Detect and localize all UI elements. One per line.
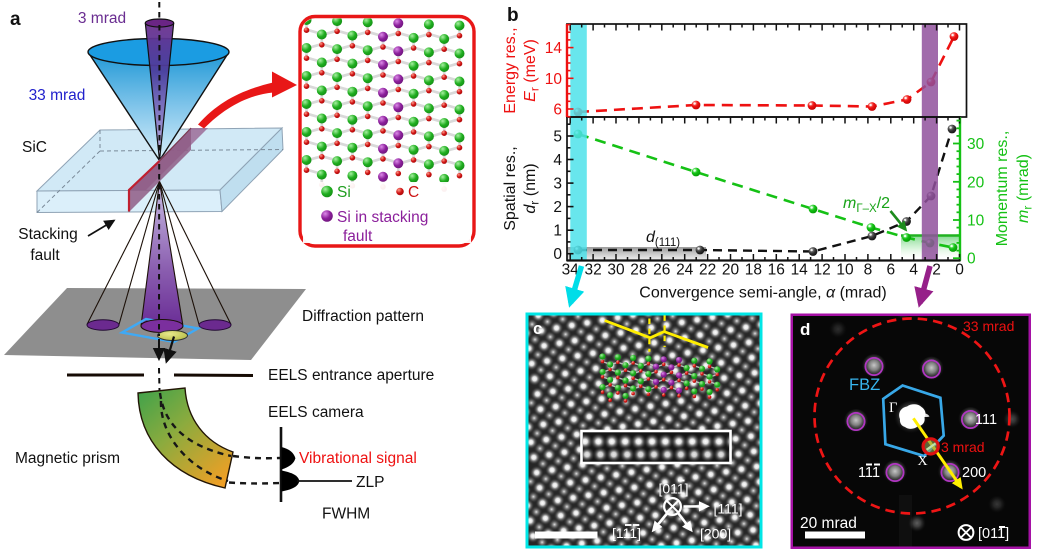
svg-text:34: 34 [562,262,580,279]
svg-text:C: C [408,184,419,201]
svg-text:Convergence semi-angle, α (mra: Convergence semi-angle, α (mrad) [639,285,886,302]
svg-text:5: 5 [553,129,562,146]
svg-text:18: 18 [745,262,762,279]
svg-text:20: 20 [722,262,740,279]
svg-text:30: 30 [607,262,625,279]
svg-text:26: 26 [653,262,670,279]
svg-text:3 mrad: 3 mrad [78,10,126,27]
svg-text:10: 10 [545,71,563,88]
svg-text:d(111): d(111) [646,229,680,249]
svg-text:2: 2 [932,262,941,279]
svg-text:Spatial res.,: Spatial res., [502,146,519,230]
svg-text:Si in stacking: Si in stacking [337,209,428,226]
svg-text:mΓ–X/2: mΓ–X/2 [843,195,890,215]
svg-text:d: d [800,320,810,339]
svg-text:28: 28 [630,262,647,279]
svg-text:22: 22 [699,262,716,279]
svg-text:Momentum res.,: Momentum res., [994,131,1011,247]
svg-text:20: 20 [967,174,985,191]
svg-text:10: 10 [967,212,985,229]
svg-text:1: 1 [553,223,562,240]
svg-text:ZLP: ZLP [356,474,384,491]
svg-text:24: 24 [676,262,694,279]
svg-text:fault: fault [343,228,373,245]
svg-text:6: 6 [553,102,562,119]
svg-text:SiC: SiC [22,139,47,156]
svg-text:12: 12 [813,262,830,279]
svg-text:[011]: [011] [658,481,688,497]
svg-text:10: 10 [836,262,854,279]
svg-text:[200]: [200] [700,526,731,542]
svg-text:200: 200 [962,465,986,481]
svg-text:2: 2 [553,199,562,216]
svg-text:6: 6 [886,262,895,279]
svg-text:b: b [507,5,519,26]
svg-text:dr (nm): dr (nm) [522,163,542,213]
svg-text:33 mrad: 33 mrad [29,87,86,104]
svg-text:fault: fault [30,247,60,264]
svg-text:a: a [10,9,21,30]
svg-text:0: 0 [955,262,964,279]
svg-text:Stacking: Stacking [18,226,77,243]
svg-text:mr (mrad): mr (mrad) [1015,154,1035,223]
svg-text:X: X [918,454,928,469]
svg-text:32: 32 [584,262,601,279]
svg-text:EELS entrance aperture: EELS entrance aperture [268,367,434,384]
svg-text:[111]: [111] [714,501,743,517]
svg-text:33 mrad: 33 mrad [963,318,1014,334]
svg-text:16: 16 [768,262,785,279]
svg-text:111: 111 [858,465,880,481]
svg-text:0: 0 [967,251,976,268]
svg-text:Diffraction pattern: Diffraction pattern [302,308,424,325]
svg-text:[011]: [011] [978,526,1009,542]
svg-text:3: 3 [553,176,562,193]
svg-text:111: 111 [975,412,997,428]
svg-text:Γ: Γ [889,400,897,416]
svg-text:30: 30 [967,136,985,153]
svg-text:20 mrad: 20 mrad [800,515,857,532]
svg-text:EELS camera: EELS camera [268,404,364,421]
svg-text:[111]: [111] [612,525,641,541]
svg-text:14: 14 [791,262,809,279]
svg-text:FBZ: FBZ [849,376,880,394]
svg-text:Vibrational signal: Vibrational signal [299,450,417,467]
svg-text:4: 4 [909,262,918,279]
svg-text:8: 8 [864,262,873,279]
svg-text:Energy res.,: Energy res., [502,27,519,113]
svg-text:3 mrad: 3 mrad [941,439,985,455]
svg-text:FWHM: FWHM [322,506,370,523]
svg-text:c: c [533,319,542,338]
svg-text:0: 0 [553,246,562,263]
svg-text:4: 4 [553,152,562,169]
svg-text:Er (meV): Er (meV) [522,39,542,102]
svg-text:Si: Si [337,184,351,201]
svg-text:Magnetic prism: Magnetic prism [15,450,120,467]
svg-text:14: 14 [545,40,563,57]
